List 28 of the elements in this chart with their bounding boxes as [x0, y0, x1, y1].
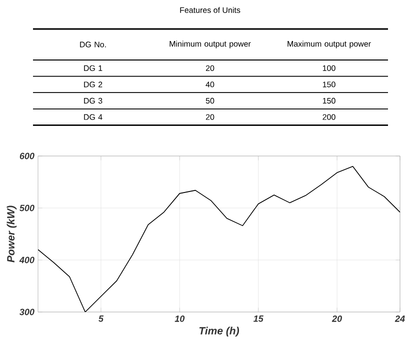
line-series	[38, 166, 400, 312]
text: 150	[322, 82, 336, 88]
x-tick-label: 15	[253, 316, 264, 322]
y-tick-label: 600	[20, 152, 34, 160]
x-tick-label: 24	[394, 316, 405, 322]
text: 100	[322, 65, 336, 71]
text: 150	[322, 98, 336, 104]
text: 20	[206, 65, 214, 71]
text: 40	[206, 82, 214, 88]
text: DG No.	[80, 42, 106, 48]
text: 50	[206, 98, 214, 104]
text: Maximum output power	[288, 40, 371, 48]
x-tick-label: 10	[174, 316, 185, 322]
y-tick-label: 400	[19, 256, 34, 264]
text: DG 3	[84, 98, 102, 104]
y-tick-label: 300	[20, 308, 34, 316]
text: 200	[322, 114, 336, 120]
y-axis-title: Power (kW)	[6, 206, 17, 262]
x-tick-label: 5	[98, 316, 104, 322]
x-axis-title: Time (h)	[199, 326, 239, 337]
y-tick-label: 500	[20, 204, 34, 212]
text: Minimum output power	[170, 40, 251, 48]
x-tick-label: 20	[332, 316, 342, 322]
text: 20	[206, 114, 214, 120]
text: DG 2	[84, 82, 102, 88]
text: DG 4	[84, 114, 102, 120]
text: DG 1	[84, 65, 102, 71]
text: Features of Units	[180, 7, 240, 13]
